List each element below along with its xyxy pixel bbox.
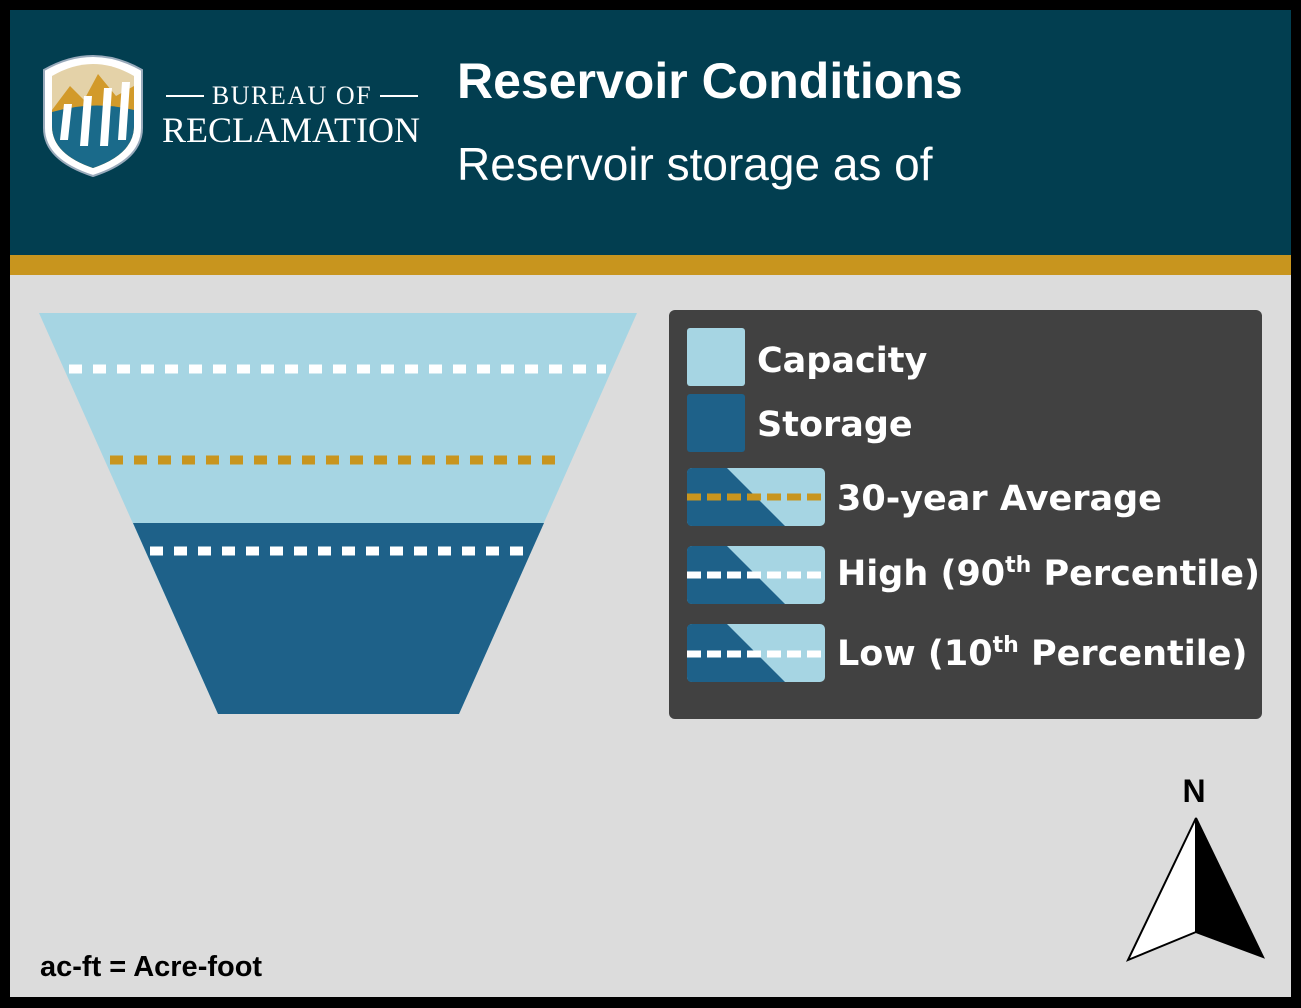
compass xyxy=(1125,817,1265,962)
label-sup: th xyxy=(993,633,1019,658)
title: Reservoir Conditions xyxy=(457,53,963,109)
footnote: ac-ft = Acre-foot xyxy=(40,951,262,983)
storage-shape xyxy=(133,523,544,714)
legend-swatch xyxy=(687,394,745,452)
org-line-1: BUREAU OF xyxy=(212,81,372,110)
legend-swatch xyxy=(687,624,825,682)
label-text: Percentile) xyxy=(1031,554,1260,594)
label-text: High (90 xyxy=(837,554,1005,594)
header-band xyxy=(10,10,1291,255)
subtitle: Reservoir storage as of xyxy=(457,138,933,190)
legend-label: Storage xyxy=(757,405,913,445)
label-sup: th xyxy=(1005,553,1031,578)
logo xyxy=(43,55,143,178)
legend-swatch xyxy=(687,546,825,604)
legend-label: Low (10th Percentile) xyxy=(837,633,1247,674)
label-text: Percentile) xyxy=(1019,634,1248,674)
legend-swatch xyxy=(687,468,825,526)
legend-swatch xyxy=(687,328,745,386)
label-text: Low (10 xyxy=(837,634,993,674)
legend-label: High (90th Percentile) xyxy=(837,553,1260,594)
compass-label: N xyxy=(1182,773,1205,809)
legend-label: 30-year Average xyxy=(837,479,1162,519)
org-line-2: RECLAMATION xyxy=(162,110,420,150)
legend-label: Capacity xyxy=(757,341,927,381)
header-stripe xyxy=(10,255,1291,275)
legend-box xyxy=(669,310,1262,719)
